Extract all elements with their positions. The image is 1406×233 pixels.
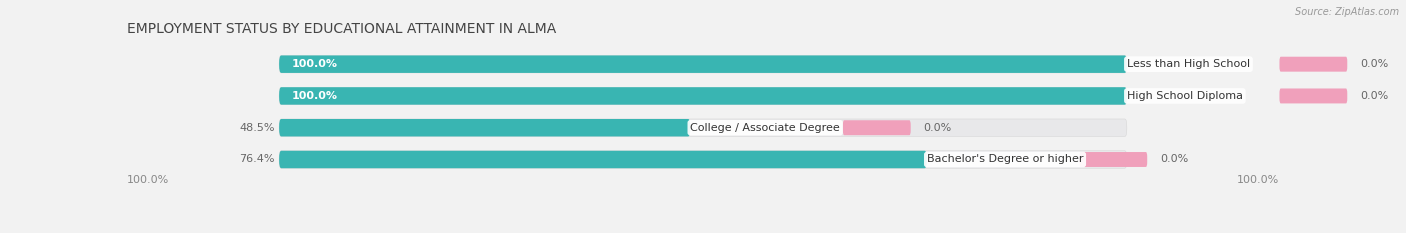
FancyBboxPatch shape [280,151,1126,168]
FancyBboxPatch shape [1279,89,1347,103]
Text: 100.0%: 100.0% [127,175,169,185]
FancyBboxPatch shape [280,55,1126,73]
FancyBboxPatch shape [280,87,1126,105]
Text: College / Associate Degree: College / Associate Degree [690,123,839,133]
FancyBboxPatch shape [280,151,927,168]
Text: High School Diploma: High School Diploma [1126,91,1243,101]
Text: 48.5%: 48.5% [239,123,276,133]
Text: 76.4%: 76.4% [239,154,276,164]
Text: Less than High School: Less than High School [1126,59,1250,69]
FancyBboxPatch shape [1279,57,1347,72]
FancyBboxPatch shape [842,120,911,135]
Text: 100.0%: 100.0% [292,59,337,69]
FancyBboxPatch shape [280,119,1126,137]
Text: 0.0%: 0.0% [1360,59,1388,69]
Text: Bachelor's Degree or higher: Bachelor's Degree or higher [927,154,1083,164]
FancyBboxPatch shape [1080,152,1147,167]
Text: 100.0%: 100.0% [292,91,337,101]
Text: 0.0%: 0.0% [1360,91,1388,101]
Legend: In Labor Force, Unemployed: In Labor Force, Unemployed [599,230,807,233]
FancyBboxPatch shape [280,55,1126,73]
Text: 100.0%: 100.0% [1237,175,1279,185]
FancyBboxPatch shape [280,119,690,137]
Text: 0.0%: 0.0% [924,123,952,133]
Text: EMPLOYMENT STATUS BY EDUCATIONAL ATTAINMENT IN ALMA: EMPLOYMENT STATUS BY EDUCATIONAL ATTAINM… [127,22,555,36]
Text: 0.0%: 0.0% [1160,154,1188,164]
Text: Source: ZipAtlas.com: Source: ZipAtlas.com [1295,7,1399,17]
FancyBboxPatch shape [280,87,1126,105]
